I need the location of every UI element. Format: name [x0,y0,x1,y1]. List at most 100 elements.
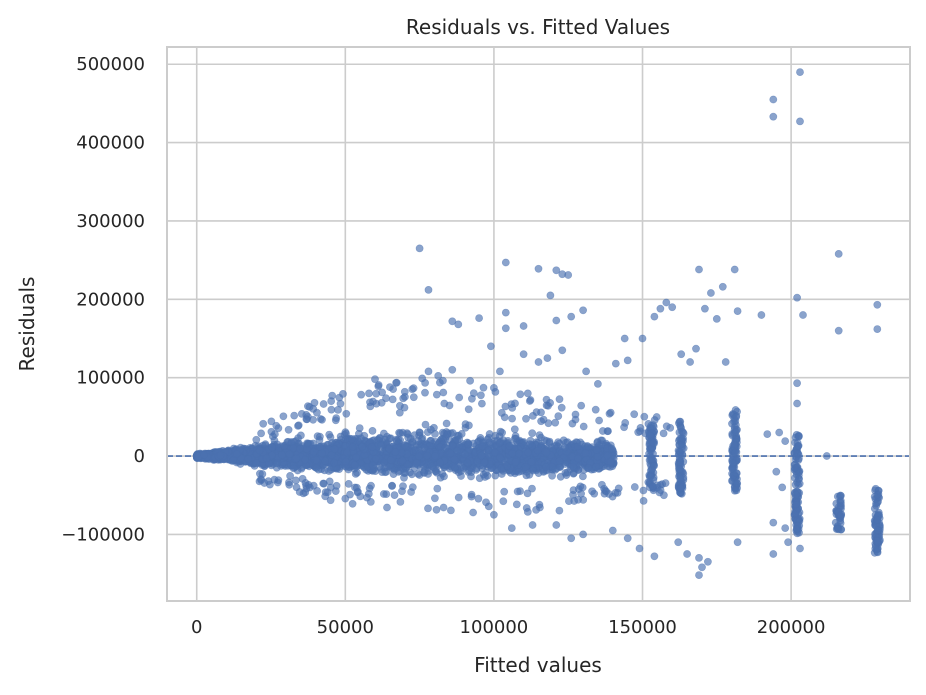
data-point [794,441,803,450]
data-point [769,95,778,104]
data-point [500,487,509,496]
data-point [400,473,408,482]
data-point [620,423,628,432]
data-point [415,244,424,253]
data-point [348,442,357,451]
data-point [645,449,653,458]
data-point [579,306,587,315]
data-point [778,483,787,492]
data-point [535,500,544,509]
data-point [679,434,687,443]
data-point [534,264,543,273]
data-point [380,458,388,467]
data-point [834,326,843,335]
data-point [569,490,577,499]
data-point [542,448,551,457]
data-point [441,443,450,452]
data-point [424,504,432,513]
data-point [367,481,375,490]
data-point [312,464,321,472]
data-point [507,524,516,532]
data-point [342,409,351,418]
data-point [404,433,412,442]
data-point [523,389,532,398]
data-point [350,460,359,469]
data-point [635,544,644,553]
data-point [593,452,602,461]
data-point [793,399,801,408]
data-point [278,450,286,459]
data-point [386,456,395,464]
data-point [508,403,517,412]
data-point [721,358,730,366]
data-point [732,469,741,478]
chart-title: Residuals vs. Fitted Values [406,15,670,39]
data-point [325,430,334,439]
data-point [516,390,525,399]
data-point [733,479,742,488]
data-point [611,359,620,368]
data-point [438,376,447,385]
data-point [640,412,649,421]
data-point [267,417,276,426]
data-point [474,494,483,503]
data-point [461,420,470,428]
data-point [412,458,421,467]
data-point [464,405,473,414]
data-point [505,442,514,450]
data-point [331,416,340,425]
data-point [543,354,552,362]
points-layer [192,68,884,579]
data-point [305,483,314,492]
data-point [834,249,843,258]
data-point [656,486,665,494]
data-point [400,441,409,450]
data-point [294,421,302,430]
data-point [309,415,317,424]
y-tick-label: 500000 [76,54,145,75]
data-point [675,440,684,449]
data-point [695,265,703,274]
data-point [244,454,253,463]
data-point [450,463,459,472]
data-point [606,408,615,417]
data-point [200,451,208,459]
data-point [582,367,590,376]
data-point [285,478,293,487]
data-point [478,442,487,451]
data-point [473,457,482,466]
data-point [368,426,377,435]
data-point [321,492,330,501]
data-point [490,448,499,457]
data-point [272,421,281,430]
data-point [252,458,260,467]
data-point [731,406,740,414]
data-point [707,289,715,297]
data-point [377,398,386,407]
data-point [392,378,401,387]
data-point [296,431,305,440]
y-axis-label: Residuals [15,277,39,372]
data-point [327,397,336,405]
data-point [385,444,393,453]
data-point [475,314,483,322]
data-point [464,440,473,449]
data-point [388,481,396,490]
data-point [301,488,310,497]
data-point [466,376,474,385]
data-point [318,449,326,458]
y-tick-label: 200000 [76,289,145,310]
data-point [791,474,799,482]
data-point [567,312,576,321]
data-point [511,458,520,466]
data-point [772,467,781,476]
data-point [309,447,318,456]
data-point [403,460,412,469]
data-point [769,112,778,121]
data-point [257,429,265,438]
data-point [469,508,477,517]
data-point [792,500,801,509]
data-point [656,304,665,313]
data-point [489,510,498,519]
data-point [371,375,379,384]
